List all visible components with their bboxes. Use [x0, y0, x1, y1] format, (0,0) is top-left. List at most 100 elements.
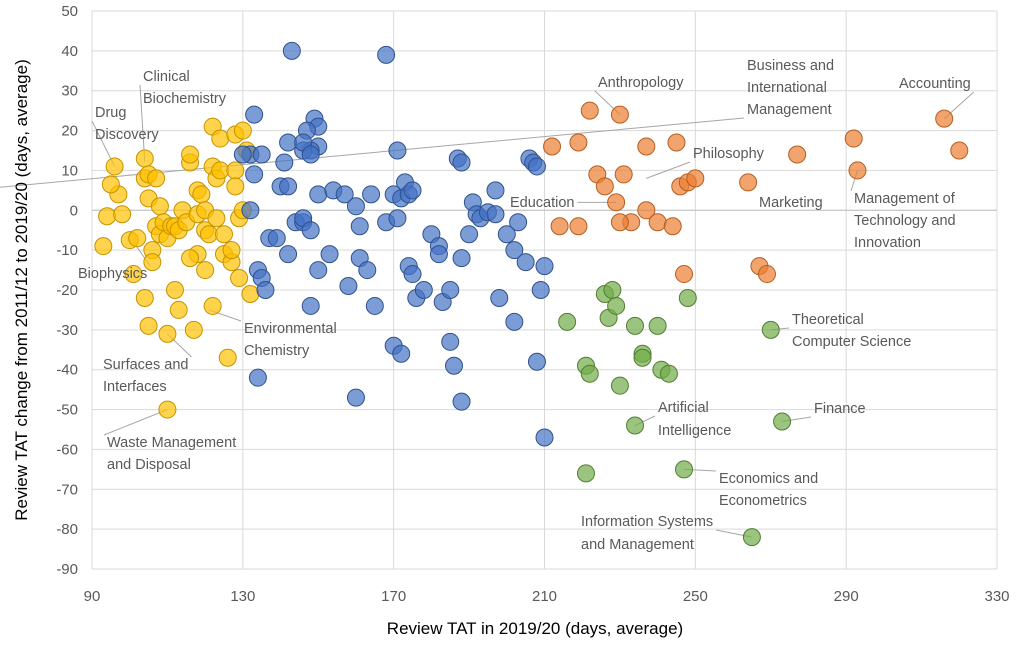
data-point — [509, 213, 528, 232]
data-point — [241, 201, 260, 220]
data-point — [452, 249, 471, 268]
data-point — [158, 400, 177, 419]
data-point — [335, 185, 354, 204]
data-point — [181, 249, 200, 268]
data-point — [527, 352, 546, 371]
annotation-surfaces-and: Surfaces and — [103, 357, 188, 373]
data-point — [346, 197, 365, 216]
y-tick-label: -70 — [56, 481, 78, 498]
y-tick-label: -60 — [56, 441, 78, 458]
data-point — [739, 173, 758, 192]
annotation-philosophy: Philosophy — [693, 146, 765, 162]
data-point — [648, 316, 667, 335]
x-axis-title: Review TAT in 2019/20 (days, average) — [387, 619, 683, 638]
annotation-intelligence: Intelligence — [658, 423, 731, 439]
annotation-artificial: Artificial — [658, 400, 709, 416]
data-point — [527, 157, 546, 176]
annotation-finance: Finance — [814, 401, 866, 417]
data-point — [550, 217, 569, 236]
data-point — [486, 181, 505, 200]
data-point — [362, 185, 381, 204]
annotation-information-systems: Information Systems — [581, 514, 713, 530]
annotation-anthropology: Anthropology — [598, 75, 684, 91]
data-point — [211, 161, 230, 180]
data-point — [267, 229, 286, 248]
y-tick-label: 20 — [61, 123, 78, 140]
data-point — [233, 121, 252, 140]
x-tick-label: 330 — [984, 588, 1009, 605]
data-point — [245, 165, 264, 184]
data-point — [773, 412, 792, 431]
annotation-waste-management: Waste Management — [107, 435, 236, 451]
annotation-biochemistry: Biochemistry — [143, 91, 227, 107]
annotation-management: Management — [747, 102, 832, 118]
data-point — [414, 281, 433, 299]
annotation-economics-and: Economics and — [719, 471, 818, 487]
data-point — [309, 261, 328, 280]
x-tick-label: 170 — [381, 588, 406, 605]
data-point — [788, 145, 807, 164]
data-point — [245, 105, 264, 124]
data-point — [339, 277, 358, 296]
data-point — [169, 300, 188, 319]
data-point — [505, 312, 524, 331]
data-points — [94, 41, 969, 547]
y-tick-label: 10 — [61, 162, 78, 179]
data-point — [135, 288, 154, 307]
y-tick-label: -20 — [56, 282, 78, 299]
data-point — [377, 45, 396, 64]
annotation-leader-line — [103, 409, 168, 436]
data-point — [610, 376, 629, 395]
data-point — [358, 261, 377, 280]
data-point — [139, 316, 158, 335]
data-point — [637, 201, 656, 220]
annotation-education: Education — [510, 195, 575, 211]
data-point — [607, 296, 626, 315]
data-point — [403, 265, 422, 284]
y-tick-labels: -90 -80 -70 -60 -50 -40 -30 -20 -10 0 10 20 30 40 50 — [56, 3, 78, 578]
data-point — [211, 129, 230, 148]
data-point — [248, 368, 267, 387]
data-point — [460, 225, 479, 244]
annotation-and-disposal: and Disposal — [107, 457, 191, 473]
y-tick-label: 30 — [61, 83, 78, 100]
data-point — [614, 165, 633, 184]
annotation-and-management: and Management — [581, 537, 694, 553]
data-point — [441, 281, 460, 299]
data-point — [607, 193, 626, 212]
x-tick-labels: 90 130 170 210 250 290 330 — [84, 588, 1010, 605]
data-point — [184, 320, 203, 339]
data-point — [279, 245, 298, 264]
data-point — [441, 332, 460, 351]
data-point — [309, 185, 328, 204]
data-point — [135, 149, 154, 168]
annotation-business-and: Business and — [747, 58, 834, 74]
data-point — [429, 245, 448, 264]
data-point — [128, 229, 147, 248]
annotation-drug: Drug — [95, 105, 126, 121]
data-point — [124, 265, 143, 284]
y-axis-title: Review TAT change from 2011/12 to 2019/2… — [12, 59, 31, 520]
y-tick-label: 0 — [70, 202, 78, 219]
data-point — [675, 460, 694, 479]
data-point — [147, 169, 166, 188]
data-point — [535, 257, 554, 276]
y-tick-label: 40 — [61, 43, 78, 60]
data-point — [365, 296, 384, 315]
data-point — [742, 528, 761, 547]
data-point — [222, 241, 241, 260]
annotation-marketing: Marketing — [759, 195, 823, 211]
x-tick-label: 90 — [84, 588, 101, 605]
data-point — [207, 209, 226, 228]
x-tick-label: 250 — [683, 588, 708, 605]
data-point — [252, 145, 271, 164]
data-point — [150, 197, 169, 216]
y-tick-label: -30 — [56, 322, 78, 339]
x-tick-label: 130 — [230, 588, 255, 605]
data-point — [233, 145, 252, 164]
annotation-management-of: Management of — [854, 191, 956, 207]
data-point — [569, 133, 588, 152]
data-point — [580, 364, 599, 383]
data-point — [543, 137, 562, 156]
